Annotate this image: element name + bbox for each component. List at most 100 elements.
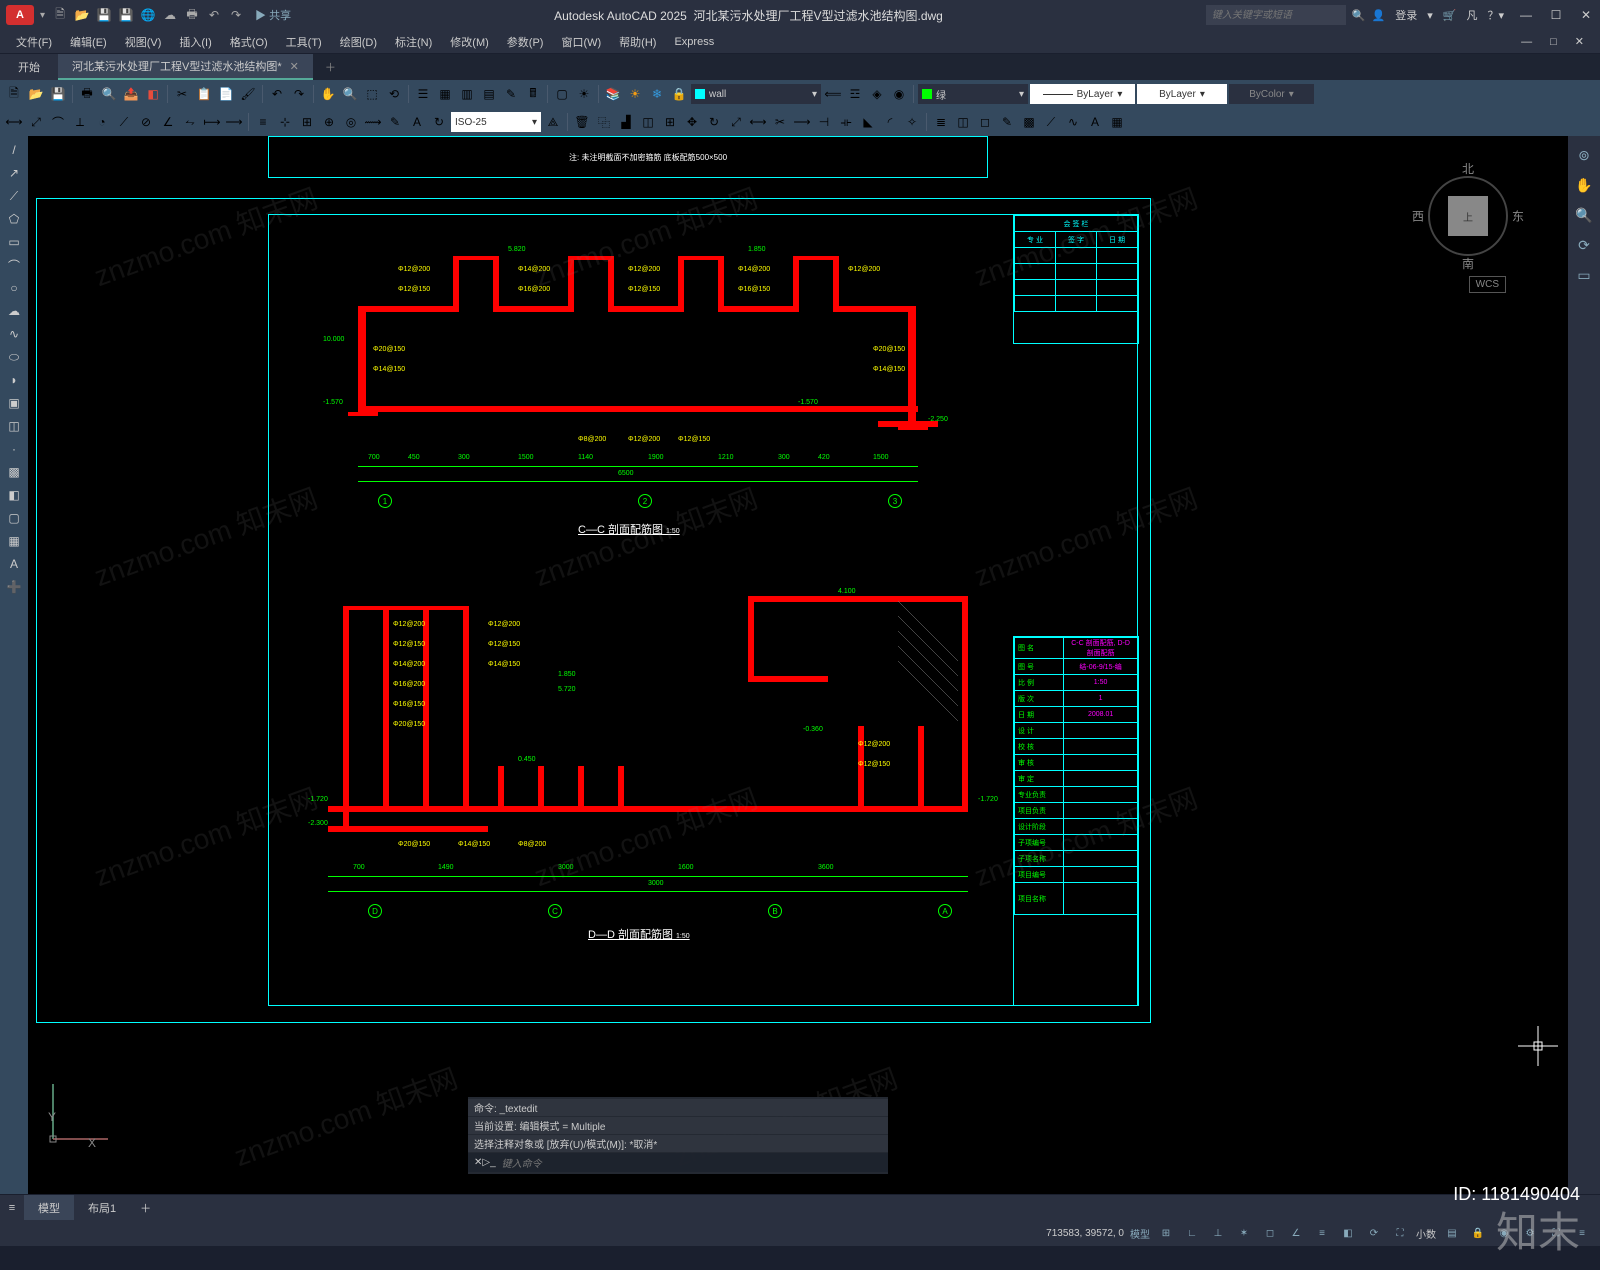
dimaligned-icon[interactable]: ⤢ <box>26 112 46 132</box>
web-open-icon[interactable]: 🌐 <box>139 6 157 24</box>
app-logo[interactable]: A <box>6 5 34 25</box>
insertblock-icon[interactable]: ▣ <box>4 393 24 413</box>
dimrad-icon[interactable]: ◔ <box>92 112 112 132</box>
osnap-icon[interactable]: ◻ <box>1260 1224 1280 1242</box>
search-icon[interactable]: 🔍 <box>1352 9 1366 22</box>
preview-icon[interactable]: 🔍 <box>99 84 119 104</box>
spline-icon[interactable]: ∿ <box>4 324 24 344</box>
polar-icon[interactable]: ✶ <box>1234 1224 1254 1242</box>
stretch-icon[interactable]: ⟷ <box>748 112 768 132</box>
offset-icon[interactable]: ◫ <box>638 112 658 132</box>
pan-icon[interactable]: ✋ <box>318 84 338 104</box>
copyobj-icon[interactable]: ⿻ <box>594 112 614 132</box>
extend-icon[interactable]: ⟶ <box>792 112 812 132</box>
markup-icon[interactable]: ✎ <box>501 84 521 104</box>
menu-modify[interactable]: 修改(M) <box>442 32 497 52</box>
cmd-input-row[interactable]: ✕ ▷_ 键入命令 <box>468 1153 888 1172</box>
circle-icon[interactable]: ○ <box>4 278 24 298</box>
minimize-icon[interactable]: — <box>1512 5 1540 25</box>
viewcube[interactable]: 上 北 南 东 西 <box>1418 166 1518 266</box>
signin-label[interactable]: 登录 <box>1395 7 1417 23</box>
block-icon[interactable]: ▢ <box>552 84 572 104</box>
qdim-icon[interactable]: ⥊ <box>180 112 200 132</box>
showmotion-icon[interactable]: ▭ <box>1573 264 1595 286</box>
quickcalc-icon[interactable]: 🖩 <box>523 84 543 104</box>
tab-current-file[interactable]: 河北某污水处理厂工程V型过滤水池结构图* ✕ <box>58 54 313 80</box>
toolpalette-icon[interactable]: ▥ <box>457 84 477 104</box>
help-search-input[interactable] <box>1206 5 1346 25</box>
share-button[interactable]: ▶ 共享 <box>255 7 291 23</box>
menu-express[interactable]: Express <box>666 34 722 50</box>
transparency-icon[interactable]: ◧ <box>1338 1224 1358 1242</box>
menu-parametric[interactable]: 参数(P) <box>499 32 552 52</box>
lineweight-icon[interactable]: ≡ <box>1312 1224 1332 1242</box>
pline-icon[interactable]: ⟋ <box>4 186 24 206</box>
rotate-icon[interactable]: ↻ <box>704 112 724 132</box>
dimarc-icon[interactable]: ⌒ <box>48 112 68 132</box>
autodesk-app-icon[interactable]: ▾ <box>1427 9 1433 22</box>
region-icon[interactable]: ▢ <box>4 508 24 528</box>
props-icon[interactable]: ☰ <box>413 84 433 104</box>
tab-new-icon[interactable]: ＋ <box>313 59 348 75</box>
units-label[interactable]: 小数 <box>1416 1226 1436 1241</box>
move-icon[interactable]: ✥ <box>682 112 702 132</box>
gradient-icon[interactable]: ◧ <box>4 485 24 505</box>
maximize-icon[interactable]: ☐ <box>1542 5 1570 25</box>
modelspace-button[interactable]: 模型 <box>1130 1224 1150 1242</box>
fillet-icon[interactable]: ◜ <box>880 112 900 132</box>
menu-view[interactable]: 视图(V) <box>117 32 170 52</box>
addselect-icon[interactable]: ➕ <box>4 577 24 597</box>
tab-model[interactable]: 模型 <box>24 1195 74 1220</box>
tab-add-icon[interactable]: ＋ <box>130 1200 161 1216</box>
doc-restore-icon[interactable]: □ <box>1542 34 1565 50</box>
viewcube-north[interactable]: 北 <box>1462 160 1474 177</box>
undo-icon[interactable]: ↶ <box>205 6 223 24</box>
ellipsearc-icon[interactable]: ◗ <box>4 370 24 390</box>
ortho-icon[interactable]: ⊥ <box>1208 1224 1228 1242</box>
tolerance-icon[interactable]: ⊞ <box>297 112 317 132</box>
dimstylemgr-icon[interactable]: ⟁ <box>543 112 563 132</box>
join-icon[interactable]: ⟛ <box>836 112 856 132</box>
plot-icon[interactable]: 🖶 <box>183 6 201 24</box>
dimdia-icon[interactable]: ⊘ <box>136 112 156 132</box>
wcs-label[interactable]: WCS <box>1469 276 1506 293</box>
blockedit-icon[interactable]: ✎ <box>997 112 1017 132</box>
dimupdate-icon[interactable]: ↻ <box>429 112 449 132</box>
mtext-icon[interactable]: A <box>1085 112 1105 132</box>
hatchedit-icon[interactable]: ▩ <box>1019 112 1039 132</box>
signin-icon[interactable]: 👤 <box>1372 9 1386 22</box>
otrack-icon[interactable]: ∠ <box>1286 1224 1306 1242</box>
cut-icon[interactable]: ✂ <box>172 84 192 104</box>
trim-icon[interactable]: ✂ <box>770 112 790 132</box>
color-dropdown[interactable]: 绿 ▾ <box>918 84 1028 104</box>
zoomext-icon[interactable]: 🔍 <box>1573 204 1595 226</box>
xline-icon[interactable]: ↗ <box>4 163 24 183</box>
saveas-icon[interactable]: 💾 <box>117 6 135 24</box>
layerstate-icon[interactable]: ☲ <box>845 84 865 104</box>
render-icon[interactable]: ☀ <box>574 84 594 104</box>
snap-icon[interactable]: ∟ <box>1182 1224 1202 1242</box>
menu-insert[interactable]: 插入(I) <box>171 32 219 52</box>
designcenter-icon[interactable]: ▦ <box>435 84 455 104</box>
zoom-icon[interactable]: 🔍 <box>340 84 360 104</box>
table-icon[interactable]: ▦ <box>1107 112 1127 132</box>
cart-icon[interactable]: 🛒 <box>1443 9 1457 22</box>
viewcube-top[interactable]: 上 <box>1448 196 1488 236</box>
ellipse-icon[interactable]: ⬭ <box>4 347 24 367</box>
ungroup-icon[interactable]: ◻ <box>975 112 995 132</box>
dimedit-icon[interactable]: ✎ <box>385 112 405 132</box>
drawing-canvas[interactable]: 注: 未注明截面不加密箍筋 底板配筋500×500 会 签 栏 专 业签 字日 … <box>28 136 1568 1194</box>
dimjog-icon[interactable]: ⟋ <box>114 112 134 132</box>
open-icon[interactable]: 📂 <box>26 84 46 104</box>
doc-close-icon[interactable]: ✕ <box>1567 33 1592 50</box>
cycling-icon[interactable]: ⟳ <box>1364 1224 1384 1242</box>
undo-icon[interactable]: ↶ <box>267 84 287 104</box>
layermgr-icon[interactable]: 📚 <box>603 84 623 104</box>
new-icon[interactable]: 🗎 <box>4 84 24 104</box>
table-icon[interactable]: ▦ <box>4 531 24 551</box>
zoomprev-icon[interactable]: ⟲ <box>384 84 404 104</box>
sheetset-icon[interactable]: ▤ <box>479 84 499 104</box>
viewcube-south[interactable]: 南 <box>1462 255 1474 272</box>
lockui-icon[interactable]: 🔒 <box>1468 1224 1488 1242</box>
layerwalk-icon[interactable]: ◉ <box>889 84 909 104</box>
